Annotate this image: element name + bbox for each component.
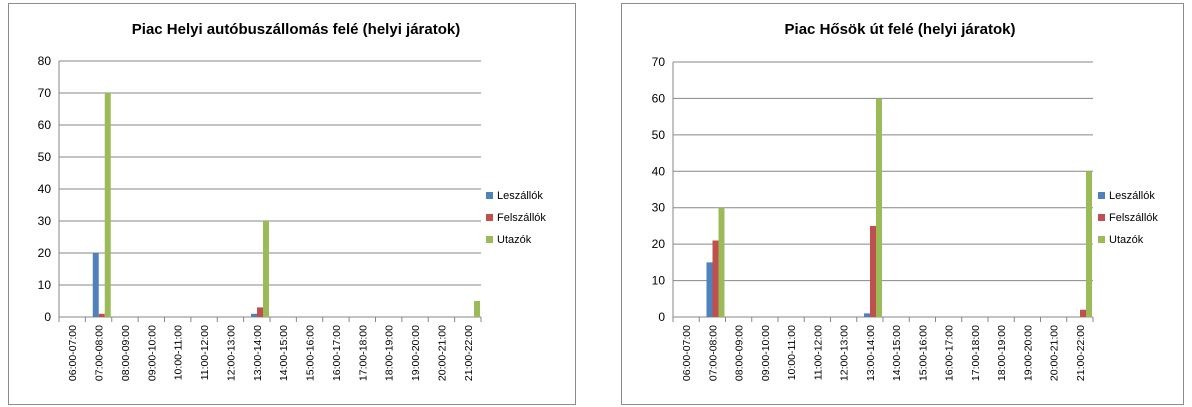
x-tick-label: 17:00-18:00: [357, 325, 369, 381]
x-tick-label: 14:00-15:00: [891, 325, 903, 381]
bar: [92, 253, 99, 317]
x-tick-label: 18:00-19:00: [996, 325, 1008, 381]
legend-label: Utazók: [1109, 234, 1144, 246]
chart-svg-left: Piac Helyi autóbuszállomás felé (helyi j…: [38, 21, 547, 381]
y-tick-label: 0: [658, 310, 665, 324]
y-tick-label: 20: [38, 246, 52, 260]
y-tick-label: 10: [38, 278, 52, 292]
legend-label: Leszállók: [497, 190, 543, 202]
y-tick-label: 40: [652, 164, 666, 178]
bar: [706, 262, 713, 317]
x-tick-label: 15:00-16:00: [917, 325, 929, 381]
legend-label: Utazók: [497, 234, 532, 246]
x-tick-label: 11:00-12:00: [199, 325, 211, 380]
x-tick-label: 19:00-20:00: [1022, 325, 1034, 381]
x-tick-label: 20:00-21:00: [436, 325, 448, 381]
legend-label: Leszállók: [1109, 190, 1155, 202]
bar: [98, 313, 105, 317]
legend-label: Felszállók: [1109, 212, 1158, 224]
x-tick-label: 14:00-15:00: [278, 325, 290, 381]
y-tick-label: 70: [38, 86, 52, 100]
x-tick-label: 16:00-17:00: [331, 325, 343, 381]
x-tick-label: 10:00-11:00: [786, 325, 798, 380]
y-tick-label: 60: [652, 91, 666, 105]
bar: [263, 221, 269, 317]
y-tick-label: 70: [652, 55, 666, 69]
bar: [876, 98, 882, 317]
chart-panel-right: Piac Hősök út felé (helyi járatok) 0 10 20…: [621, 3, 1184, 405]
x-tick-label: 10:00-11:00: [173, 325, 185, 380]
legend-swatch: [486, 214, 493, 221]
y-tick-label: 30: [652, 201, 666, 215]
x-tick-label: 20:00-21:00: [1049, 325, 1061, 381]
chart-svg-right: Piac Hősök út felé (helyi járatok) 0 10 20…: [652, 21, 1159, 381]
x-tick-label: 18:00-19:00: [384, 325, 396, 381]
legend-swatch: [1098, 192, 1105, 199]
y-tick-label: 50: [38, 150, 52, 164]
bar: [870, 225, 876, 317]
y-tick-label: 50: [652, 128, 666, 142]
x-tick-label: 13:00-14:00: [252, 325, 264, 381]
legend-swatch: [486, 236, 493, 243]
x-tick-label: 07:00-08:00: [707, 325, 719, 381]
bar: [1086, 171, 1092, 317]
y-tick-label: 60: [38, 118, 52, 132]
bar: [864, 313, 870, 317]
legend-label: Felszállók: [497, 212, 546, 224]
y-tick-label: 0: [44, 310, 51, 324]
x-tick-label: 08:00-09:00: [734, 325, 746, 381]
y-tick-label: 10: [652, 274, 666, 288]
legend-swatch: [486, 192, 493, 199]
y-tick-label: 20: [652, 237, 666, 251]
chart-title: Piac Helyi autóbuszállomás felé (helyi j…: [132, 21, 460, 38]
x-tick-label: 21:00-22:00: [1075, 325, 1087, 381]
x-tick-label: 06:00-07:00: [681, 325, 693, 381]
legend-swatch: [1098, 236, 1105, 243]
bar: [712, 240, 719, 317]
x-tick-label: 12:00-13:00: [225, 325, 237, 381]
x-tick-label: 12:00-13:00: [839, 325, 851, 381]
x-tick-label: 11:00-12:00: [812, 325, 824, 380]
x-tick-label: 15:00-16:00: [305, 325, 317, 381]
chart-panel-left: Piac Helyi autóbuszállomás felé (helyi j…: [8, 3, 576, 405]
x-tick-label: 06:00-07:00: [67, 325, 79, 381]
bar: [718, 207, 725, 317]
bar: [1080, 309, 1086, 317]
x-tick-label: 17:00-18:00: [970, 325, 982, 381]
x-tick-label: 19:00-20:00: [410, 325, 422, 381]
bar: [474, 301, 480, 317]
x-tick-label: 21:00-22:00: [463, 325, 475, 381]
x-tick-label: 08:00-09:00: [120, 325, 132, 381]
x-tick-label: 09:00-10:00: [146, 325, 158, 381]
chart-title: Piac Hősök út felé (helyi járatok): [785, 21, 1016, 38]
y-tick-label: 40: [38, 182, 52, 196]
y-tick-label: 30: [38, 214, 52, 228]
bar: [104, 93, 111, 317]
x-tick-label: 07:00-08:00: [94, 325, 106, 381]
x-tick-label: 16:00-17:00: [944, 325, 956, 381]
bar: [251, 313, 257, 317]
x-tick-label: 09:00-10:00: [760, 325, 772, 381]
legend-swatch: [1098, 214, 1105, 221]
bar: [257, 307, 263, 317]
x-tick-label: 13:00-14:00: [865, 325, 877, 381]
y-tick-label: 80: [38, 54, 52, 68]
